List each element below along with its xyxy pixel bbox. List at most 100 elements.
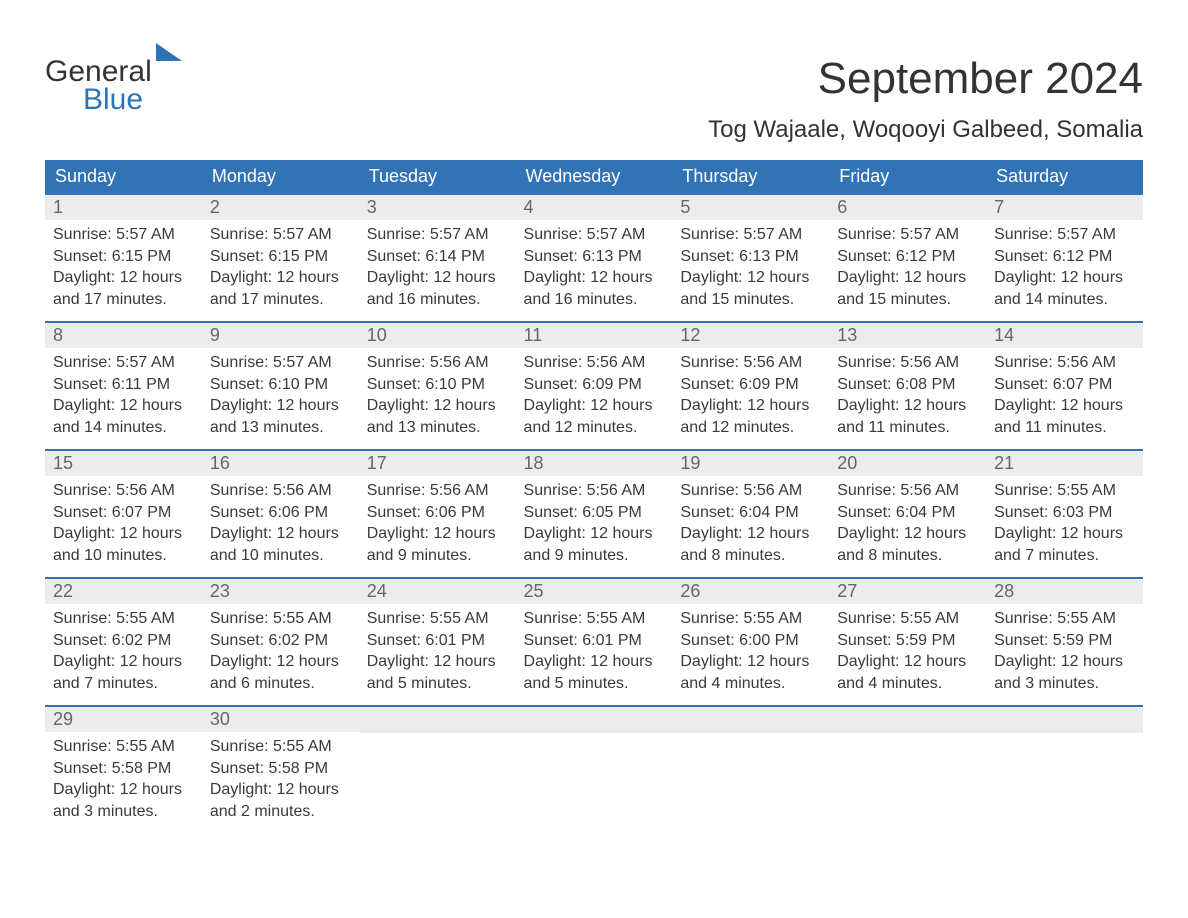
daylight-text: Daylight: 12 hours — [524, 395, 665, 417]
sunset-text: Sunset: 6:13 PM — [680, 246, 821, 268]
daylight-text: Daylight: 12 hours — [210, 267, 351, 289]
daylight-text: and 16 minutes. — [367, 289, 508, 311]
day-number — [516, 707, 673, 733]
daylight-text: and 9 minutes. — [367, 545, 508, 567]
sunset-text: Sunset: 5:59 PM — [994, 630, 1135, 652]
sunrise-text: Sunrise: 5:57 AM — [210, 352, 351, 374]
sunset-text: Sunset: 6:07 PM — [53, 502, 194, 524]
sunset-text: Sunset: 6:02 PM — [53, 630, 194, 652]
day-body: Sunrise: 5:57 AMSunset: 6:15 PMDaylight:… — [202, 220, 359, 314]
week-row: 15Sunrise: 5:56 AMSunset: 6:07 PMDayligh… — [45, 450, 1143, 578]
sunrise-text: Sunrise: 5:56 AM — [680, 480, 821, 502]
day-cell: 28Sunrise: 5:55 AMSunset: 5:59 PMDayligh… — [986, 578, 1143, 706]
day-cell: 4Sunrise: 5:57 AMSunset: 6:13 PMDaylight… — [516, 194, 673, 322]
daylight-text: and 8 minutes. — [837, 545, 978, 567]
sunset-text: Sunset: 6:13 PM — [524, 246, 665, 268]
sunrise-text: Sunrise: 5:57 AM — [367, 224, 508, 246]
day-cell: 2Sunrise: 5:57 AMSunset: 6:15 PMDaylight… — [202, 194, 359, 322]
day-cell: 5Sunrise: 5:57 AMSunset: 6:13 PMDaylight… — [672, 194, 829, 322]
day-body: Sunrise: 5:55 AMSunset: 6:02 PMDaylight:… — [202, 604, 359, 698]
sunset-text: Sunset: 6:01 PM — [524, 630, 665, 652]
daylight-text: and 17 minutes. — [53, 289, 194, 311]
daylight-text: Daylight: 12 hours — [53, 651, 194, 673]
daylight-text: Daylight: 12 hours — [680, 523, 821, 545]
day-cell — [516, 706, 673, 834]
day-body: Sunrise: 5:57 AMSunset: 6:15 PMDaylight:… — [45, 220, 202, 314]
daylight-text: and 10 minutes. — [210, 545, 351, 567]
daylight-text: and 9 minutes. — [524, 545, 665, 567]
daylight-text: and 7 minutes. — [53, 673, 194, 695]
sunset-text: Sunset: 6:00 PM — [680, 630, 821, 652]
day-cell: 25Sunrise: 5:55 AMSunset: 6:01 PMDayligh… — [516, 578, 673, 706]
daylight-text: and 15 minutes. — [837, 289, 978, 311]
day-body: Sunrise: 5:56 AMSunset: 6:04 PMDaylight:… — [672, 476, 829, 570]
weekday-header: Saturday — [986, 160, 1143, 194]
daylight-text: and 11 minutes. — [837, 417, 978, 439]
day-cell: 6Sunrise: 5:57 AMSunset: 6:12 PMDaylight… — [829, 194, 986, 322]
daylight-text: Daylight: 12 hours — [367, 395, 508, 417]
day-cell: 26Sunrise: 5:55 AMSunset: 6:00 PMDayligh… — [672, 578, 829, 706]
title-block: September 2024 Tog Wajaale, Woqooyi Galb… — [708, 30, 1143, 150]
sunrise-text: Sunrise: 5:56 AM — [210, 480, 351, 502]
sunset-text: Sunset: 6:14 PM — [367, 246, 508, 268]
sunrise-text: Sunrise: 5:55 AM — [837, 608, 978, 630]
logo-text-blue: Blue — [83, 83, 182, 117]
day-number: 18 — [516, 451, 673, 476]
daylight-text: and 4 minutes. — [680, 673, 821, 695]
daylight-text: and 4 minutes. — [837, 673, 978, 695]
day-cell — [986, 706, 1143, 834]
daylight-text: Daylight: 12 hours — [367, 523, 508, 545]
sunset-text: Sunset: 6:10 PM — [367, 374, 508, 396]
sunrise-text: Sunrise: 5:55 AM — [53, 608, 194, 630]
day-cell: 29Sunrise: 5:55 AMSunset: 5:58 PMDayligh… — [45, 706, 202, 834]
daylight-text: Daylight: 12 hours — [210, 651, 351, 673]
day-cell: 11Sunrise: 5:56 AMSunset: 6:09 PMDayligh… — [516, 322, 673, 450]
sunset-text: Sunset: 5:59 PM — [837, 630, 978, 652]
sunrise-text: Sunrise: 5:55 AM — [367, 608, 508, 630]
month-title: September 2024 — [708, 54, 1143, 104]
day-body: Sunrise: 5:55 AMSunset: 5:59 PMDaylight:… — [829, 604, 986, 698]
day-body: Sunrise: 5:55 AMSunset: 5:59 PMDaylight:… — [986, 604, 1143, 698]
day-cell — [672, 706, 829, 834]
day-body: Sunrise: 5:55 AMSunset: 6:02 PMDaylight:… — [45, 604, 202, 698]
day-cell: 16Sunrise: 5:56 AMSunset: 6:06 PMDayligh… — [202, 450, 359, 578]
day-cell: 8Sunrise: 5:57 AMSunset: 6:11 PMDaylight… — [45, 322, 202, 450]
day-number: 16 — [202, 451, 359, 476]
daylight-text: Daylight: 12 hours — [837, 523, 978, 545]
day-number: 2 — [202, 195, 359, 220]
sunset-text: Sunset: 6:02 PM — [210, 630, 351, 652]
daylight-text: Daylight: 12 hours — [680, 651, 821, 673]
day-body: Sunrise: 5:57 AMSunset: 6:10 PMDaylight:… — [202, 348, 359, 442]
day-number: 17 — [359, 451, 516, 476]
day-number: 9 — [202, 323, 359, 348]
day-body: Sunrise: 5:56 AMSunset: 6:09 PMDaylight:… — [672, 348, 829, 442]
sunset-text: Sunset: 6:15 PM — [210, 246, 351, 268]
day-body: Sunrise: 5:56 AMSunset: 6:05 PMDaylight:… — [516, 476, 673, 570]
weekday-header: Friday — [829, 160, 986, 194]
sunset-text: Sunset: 6:08 PM — [837, 374, 978, 396]
day-cell — [829, 706, 986, 834]
sunset-text: Sunset: 6:15 PM — [53, 246, 194, 268]
day-cell: 30Sunrise: 5:55 AMSunset: 5:58 PMDayligh… — [202, 706, 359, 834]
day-number: 23 — [202, 579, 359, 604]
week-row: 29Sunrise: 5:55 AMSunset: 5:58 PMDayligh… — [45, 706, 1143, 834]
day-cell: 13Sunrise: 5:56 AMSunset: 6:08 PMDayligh… — [829, 322, 986, 450]
sunset-text: Sunset: 6:01 PM — [367, 630, 508, 652]
day-body: Sunrise: 5:56 AMSunset: 6:07 PMDaylight:… — [45, 476, 202, 570]
day-number: 20 — [829, 451, 986, 476]
day-body: Sunrise: 5:57 AMSunset: 6:12 PMDaylight:… — [829, 220, 986, 314]
daylight-text: Daylight: 12 hours — [837, 395, 978, 417]
day-cell: 23Sunrise: 5:55 AMSunset: 6:02 PMDayligh… — [202, 578, 359, 706]
daylight-text: Daylight: 12 hours — [837, 651, 978, 673]
daylight-text: and 15 minutes. — [680, 289, 821, 311]
sunset-text: Sunset: 6:04 PM — [837, 502, 978, 524]
weekday-header: Wednesday — [516, 160, 673, 194]
day-number: 29 — [45, 707, 202, 732]
daylight-text: and 10 minutes. — [53, 545, 194, 567]
daylight-text: and 7 minutes. — [994, 545, 1135, 567]
sunrise-text: Sunrise: 5:55 AM — [210, 736, 351, 758]
daylight-text: Daylight: 12 hours — [680, 267, 821, 289]
day-number: 30 — [202, 707, 359, 732]
day-number: 4 — [516, 195, 673, 220]
sunrise-text: Sunrise: 5:57 AM — [53, 352, 194, 374]
